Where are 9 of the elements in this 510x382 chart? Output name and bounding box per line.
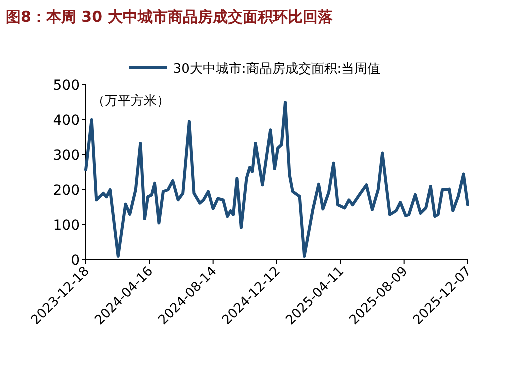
chart-title: 图8：本周 30 大中城市商品房成交面积环比回落 — [6, 8, 334, 26]
y-tick-label: 500 — [53, 78, 80, 94]
y-tick-label: 200 — [53, 183, 80, 199]
y-tick-label: 0 — [71, 253, 80, 269]
y-tick-label: 300 — [53, 148, 80, 164]
y-axis-title: （万平方米） — [92, 93, 170, 109]
legend-label: 30大中城市:商品房成交面积:当周值 — [173, 61, 381, 77]
y-tick-label: 100 — [53, 218, 80, 234]
y-tick-label: 400 — [53, 113, 80, 129]
